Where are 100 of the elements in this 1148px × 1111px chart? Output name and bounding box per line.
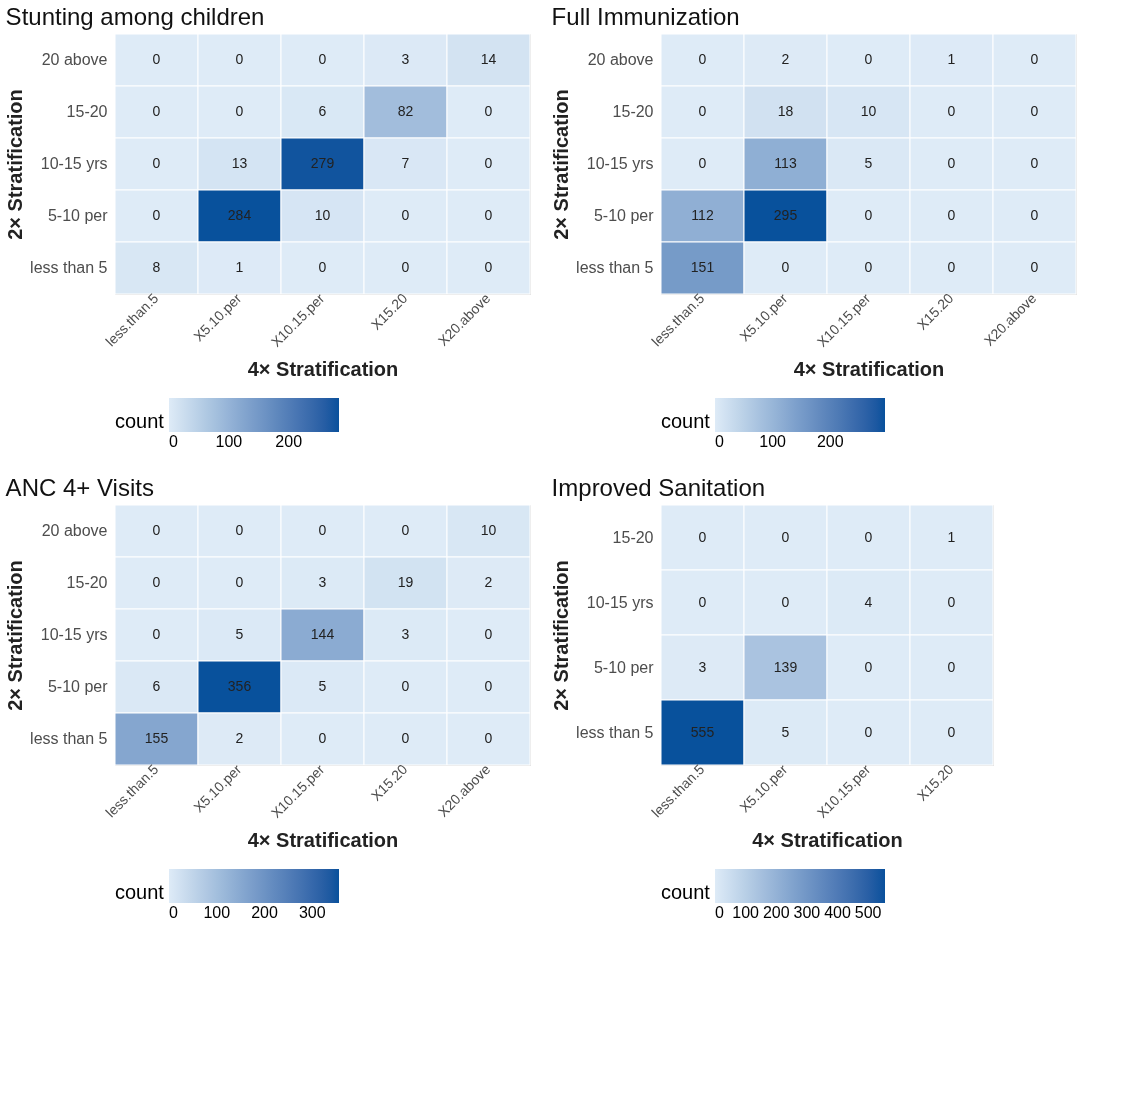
y-tick-label: 5-10 per xyxy=(593,658,655,676)
data-label: 155 xyxy=(144,730,169,746)
color-bar-title: count xyxy=(115,881,165,903)
data-label: 0 xyxy=(152,155,161,171)
data-label: 0 xyxy=(698,528,707,545)
y-axis-title: 2× Stratification xyxy=(550,560,573,711)
y-tick-label: 10-15 yrs xyxy=(40,155,108,172)
data-label: 0 xyxy=(152,574,161,590)
color-bar-label: 100 xyxy=(759,433,787,450)
color-bar-label: 500 xyxy=(854,904,882,921)
data-label: 0 xyxy=(947,723,956,740)
x-axis-title: 4× Stratification xyxy=(247,357,399,380)
color-bar-label: 200 xyxy=(816,433,844,450)
color-bar-label: 300 xyxy=(298,904,326,921)
x-axis-title: 4× Stratification xyxy=(752,828,903,851)
data-label: 0 xyxy=(698,155,707,171)
color-bar-label: 0 xyxy=(715,904,724,921)
color-bar-title: count xyxy=(661,881,711,903)
data-label: 295 xyxy=(773,207,798,223)
data-label: 10 xyxy=(480,522,497,538)
color-bar-label: 300 xyxy=(793,904,821,921)
x-axis-title: 4× Stratification xyxy=(247,828,399,851)
y-tick-label: less than 5 xyxy=(576,259,654,276)
chart-title: Improved Sanitation xyxy=(551,473,766,501)
y-tick-label: 20 above xyxy=(41,522,108,539)
data-label: 82 xyxy=(397,103,414,119)
data-label: 3 xyxy=(401,626,410,642)
data-label: 0 xyxy=(318,51,327,67)
y-tick-label: less than 5 xyxy=(30,730,108,747)
color-bar-label: 400 xyxy=(824,904,851,921)
chart-title: ANC 4+ Visits xyxy=(5,473,154,501)
chart-title: Full Immunization xyxy=(551,2,740,30)
data-label: 0 xyxy=(781,593,790,610)
data-label: 0 xyxy=(698,593,707,610)
data-label: 0 xyxy=(152,626,161,642)
data-label: 0 xyxy=(947,103,956,119)
data-label: 0 xyxy=(235,522,244,538)
y-axis-title: 2× Stratification xyxy=(4,89,27,240)
y-tick-label: 20 above xyxy=(587,51,654,68)
color-bar-label: 0 xyxy=(169,433,178,450)
y-tick-label: less than 5 xyxy=(30,259,108,276)
y-tick-label: 5-10 per xyxy=(47,678,109,695)
data-label: 0 xyxy=(401,259,410,275)
data-label: 6 xyxy=(152,678,161,694)
color-bar-label: 200 xyxy=(275,433,303,450)
data-label: 3 xyxy=(401,51,410,67)
data-label: 0 xyxy=(1030,155,1039,171)
data-label: 0 xyxy=(152,522,161,538)
y-tick-label: 10-15 yrs xyxy=(40,626,108,643)
data-label: 5 xyxy=(864,155,873,171)
data-label: 0 xyxy=(1030,51,1039,67)
color-bar-title: count xyxy=(661,410,711,432)
y-tick-label: 15-20 xyxy=(66,103,108,120)
data-label: 0 xyxy=(152,103,161,119)
data-label: 0 xyxy=(152,51,161,67)
data-label: 0 xyxy=(318,730,327,746)
data-label: 144 xyxy=(310,626,335,642)
data-label: 5 xyxy=(235,626,244,642)
data-label: 0 xyxy=(864,259,873,275)
data-label: 0 xyxy=(864,528,873,545)
data-label: 0 xyxy=(1030,259,1039,275)
data-label: 1 xyxy=(947,51,956,67)
color-bar-label: 0 xyxy=(715,433,724,450)
y-axis-title: 2× Stratification xyxy=(4,560,27,711)
data-label: 0 xyxy=(484,155,493,171)
data-label: 3 xyxy=(318,574,327,590)
data-label: 279 xyxy=(310,155,335,171)
data-label: 14 xyxy=(480,51,497,67)
data-label: 0 xyxy=(484,259,493,275)
data-label: 1 xyxy=(235,259,244,275)
data-label: 112 xyxy=(691,207,714,223)
data-label: 0 xyxy=(401,522,410,538)
data-label: 0 xyxy=(484,207,493,223)
data-label: 7 xyxy=(401,155,410,171)
y-tick-label: 10-15 yrs xyxy=(586,155,654,172)
y-tick-label: 15-20 xyxy=(612,103,654,120)
data-label: 0 xyxy=(864,51,873,67)
data-label: 2 xyxy=(781,51,790,67)
color-bar-label: 100 xyxy=(732,904,760,921)
data-label: 0 xyxy=(947,658,956,675)
color-bar-label: 100 xyxy=(203,904,231,921)
data-label: 0 xyxy=(235,574,244,590)
data-label: 151 xyxy=(690,259,715,275)
data-label: 8 xyxy=(152,259,161,275)
data-label: 0 xyxy=(401,678,410,694)
y-tick-label: 5-10 per xyxy=(47,207,109,224)
y-tick-label: 15-20 xyxy=(612,528,654,546)
data-label: 0 xyxy=(484,730,493,746)
color-bar-label: 200 xyxy=(762,904,790,921)
data-label: 0 xyxy=(698,103,707,119)
data-label: 0 xyxy=(318,259,327,275)
data-label: 4 xyxy=(864,593,873,610)
data-label: 284 xyxy=(227,207,252,223)
data-label: 0 xyxy=(864,658,873,675)
data-label: 0 xyxy=(401,730,410,746)
data-label: 113 xyxy=(774,155,797,171)
y-axis-title: 2× Stratification xyxy=(550,89,573,240)
chart-title: Stunting among children xyxy=(5,2,265,30)
data-label: 0 xyxy=(947,155,956,171)
data-label: 555 xyxy=(690,723,715,740)
